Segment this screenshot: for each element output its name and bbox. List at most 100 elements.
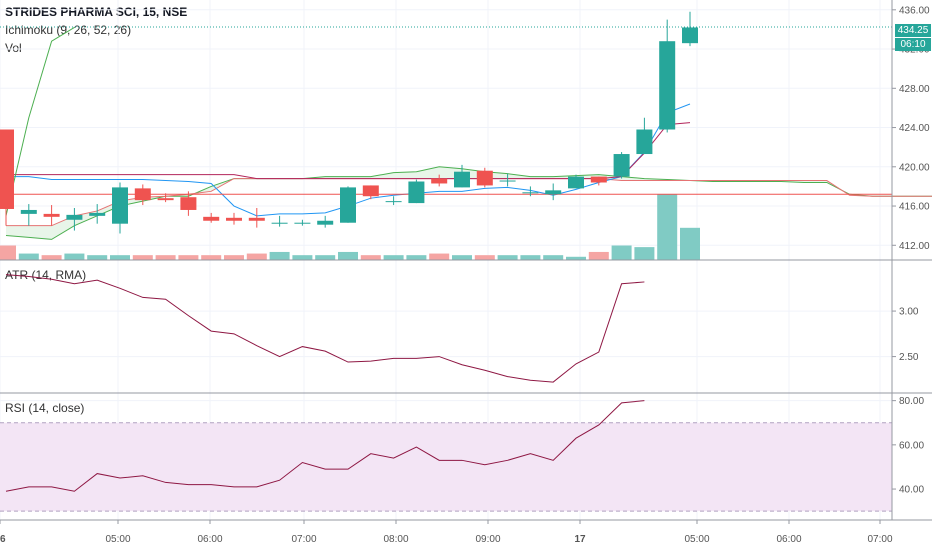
volume-bar	[41, 255, 62, 260]
time-tick-label: 07:00	[867, 534, 892, 545]
candle-body	[294, 222, 311, 224]
volume-bar	[634, 247, 655, 260]
chikou-line	[5, 27, 75, 216]
kijun-line	[6, 122, 691, 180]
candle-body	[248, 217, 265, 221]
volume-bars	[0, 194, 700, 260]
volume-bar	[611, 245, 632, 260]
volume-bar	[269, 251, 290, 260]
candle-body	[271, 222, 288, 224]
time-tick-label: 17	[574, 534, 586, 545]
time-tick-label: 07:00	[291, 534, 316, 545]
candle-body	[112, 187, 128, 224]
candle-body	[408, 181, 425, 204]
candle-body	[134, 188, 151, 201]
volume-bar	[680, 227, 700, 260]
candle-body	[317, 220, 334, 225]
volume-bar	[201, 255, 222, 260]
candle-body	[385, 201, 402, 203]
volume-bar	[383, 255, 404, 260]
candle-body	[89, 212, 106, 216]
time-tick-label: 08:00	[383, 534, 408, 545]
volume-bar	[429, 253, 450, 260]
time-tick-label: 16	[0, 534, 6, 545]
volume-bar	[110, 255, 130, 260]
volume-bar	[246, 253, 267, 260]
candle-body	[682, 27, 698, 44]
time-tick-label: 06:00	[197, 534, 222, 545]
candle-body	[226, 217, 242, 221]
price-tick-label: 424.00	[899, 123, 930, 134]
time-tick-label: 06:00	[776, 534, 801, 545]
candle-body	[499, 180, 516, 182]
last-price-tag: 434.25	[895, 24, 931, 37]
candle-body	[340, 187, 356, 223]
volume-bar	[224, 255, 244, 260]
candle-body	[20, 209, 37, 214]
rsi-legend[interactable]: RSI (14, close)	[5, 401, 85, 415]
candle-body	[0, 129, 14, 209]
volume-bar	[87, 255, 108, 260]
volume-bar	[520, 255, 541, 260]
volume-bar	[315, 255, 336, 260]
time-tick-label: 05:00	[105, 534, 130, 545]
volume-bar	[566, 256, 586, 260]
volume-bar	[292, 255, 313, 260]
volume-bar	[155, 255, 176, 260]
volume-bar	[588, 251, 609, 260]
atr-legend[interactable]: ATR (14, RMA)	[5, 268, 87, 282]
atr-tick-label: 3.00	[899, 307, 919, 318]
volume-bar	[132, 255, 153, 260]
candle-body	[545, 190, 562, 195]
price-tick-label: 416.00	[899, 202, 930, 213]
price-tick-label: 412.00	[899, 241, 930, 252]
volume-bar	[64, 253, 85, 260]
chart-title: STRIDES PHARMA SCI, 15, NSE	[5, 5, 188, 19]
rsi-tick-label: 80.00	[899, 396, 924, 407]
candle-body	[590, 176, 607, 183]
volume-bar	[657, 194, 678, 260]
candle-body	[454, 171, 470, 188]
ichimoku-lines	[0, 26, 932, 240]
volume-bar	[406, 255, 427, 260]
rsi-line	[5, 400, 645, 492]
rsi-band	[0, 422, 892, 512]
volume-bar	[474, 255, 495, 260]
price-tick-label: 428.00	[899, 84, 930, 95]
volume-bar	[0, 245, 16, 260]
volume-bar	[338, 251, 358, 260]
volume-bar	[543, 255, 564, 260]
candle-body	[431, 178, 448, 184]
candle-body	[43, 213, 60, 217]
candle-body	[476, 170, 493, 186]
candle-body	[362, 185, 379, 197]
rsi-pane	[0, 400, 892, 512]
volume-legend[interactable]: Vol	[5, 41, 22, 55]
countdown-tag: 06:10	[895, 38, 931, 51]
rsi-tick-label: 40.00	[899, 485, 924, 496]
atr-line	[5, 274, 645, 383]
candle-body	[157, 198, 174, 201]
atr-tick-label: 2.50	[899, 352, 919, 363]
volume-bar	[18, 253, 39, 260]
price-tick-label: 420.00	[899, 162, 930, 173]
time-tick-label: 05:00	[684, 534, 709, 545]
volume-bar	[497, 255, 518, 260]
candle-body	[66, 214, 83, 220]
candle-body	[203, 216, 220, 221]
volume-bar	[452, 255, 472, 260]
time-tick-label: 09:00	[475, 534, 500, 545]
candle-body	[659, 41, 676, 130]
price-tick-label: 436.00	[899, 5, 930, 16]
candle-body	[613, 154, 630, 177]
candle-body	[180, 197, 197, 210]
candle-body	[568, 176, 584, 189]
candles[interactable]	[0, 11, 698, 234]
candle-body	[522, 192, 539, 194]
senkou-span-a	[5, 166, 932, 240]
rsi-tick-label: 60.00	[899, 440, 924, 451]
candle-body	[636, 129, 653, 155]
volume-bar	[360, 255, 381, 260]
